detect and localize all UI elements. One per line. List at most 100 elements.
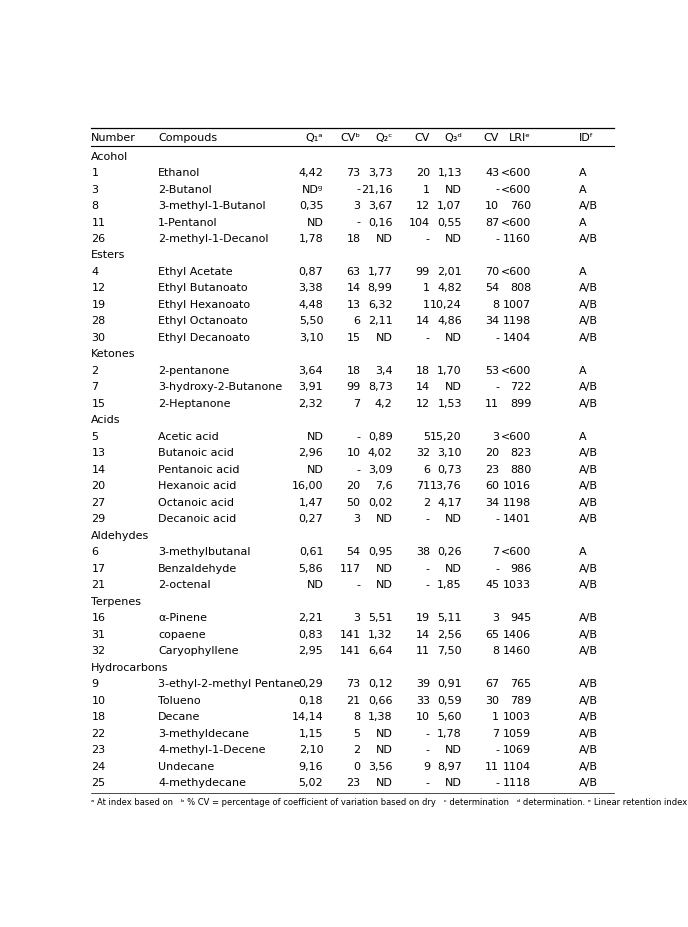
Text: -: - [495, 184, 499, 195]
Text: 11: 11 [92, 218, 105, 227]
Text: -: - [426, 234, 430, 244]
Text: 67: 67 [485, 679, 499, 690]
Text: 8,97: 8,97 [437, 762, 462, 772]
Text: Q₁ᵃ: Q₁ᵃ [305, 133, 323, 143]
Text: 15: 15 [347, 333, 361, 343]
Text: 3,10: 3,10 [438, 449, 462, 459]
Text: 21,16: 21,16 [361, 184, 393, 195]
Text: 1118: 1118 [503, 779, 531, 788]
Text: Esters: Esters [92, 250, 126, 260]
Text: Acohol: Acohol [92, 151, 129, 161]
Text: 1160: 1160 [503, 234, 531, 244]
Text: 4,17: 4,17 [437, 498, 462, 508]
Text: 27: 27 [92, 498, 105, 508]
Text: Q₂ᶜ: Q₂ᶜ [375, 133, 393, 143]
Text: 2,32: 2,32 [299, 399, 323, 409]
Text: ND: ND [445, 184, 462, 195]
Text: 2: 2 [423, 498, 430, 508]
Text: 24: 24 [92, 762, 105, 772]
Text: 3-ethyl-2-methyl Pentane: 3-ethyl-2-methyl Pentane [158, 679, 301, 690]
Text: A: A [579, 267, 587, 277]
Text: A/B: A/B [579, 234, 598, 244]
Text: -: - [495, 383, 499, 392]
Text: Benzaldehyde: Benzaldehyde [158, 564, 237, 574]
Text: A/B: A/B [579, 629, 598, 640]
Text: ND: ND [306, 432, 323, 442]
Text: 945: 945 [510, 614, 531, 623]
Text: 6: 6 [92, 547, 98, 557]
Text: ND: ND [445, 564, 462, 574]
Text: 1,47: 1,47 [299, 498, 323, 508]
Text: A/B: A/B [579, 333, 598, 343]
Text: <600: <600 [501, 366, 531, 376]
Text: 2-octenal: 2-octenal [158, 580, 211, 590]
Text: 10: 10 [416, 712, 430, 722]
Text: -: - [356, 218, 361, 227]
Text: ND: ND [376, 234, 393, 244]
Text: Pentanoic acid: Pentanoic acid [158, 465, 239, 475]
Text: A/B: A/B [579, 300, 598, 310]
Text: 20: 20 [92, 481, 105, 491]
Text: Hexanoic acid: Hexanoic acid [158, 481, 237, 491]
Text: 7: 7 [492, 729, 499, 739]
Text: -: - [426, 333, 430, 343]
Text: 22: 22 [92, 729, 105, 739]
Text: 17: 17 [92, 564, 105, 574]
Text: 1-Pentanol: 1-Pentanol [158, 218, 217, 227]
Text: A/B: A/B [579, 316, 598, 326]
Text: Butanoic acid: Butanoic acid [158, 449, 234, 459]
Text: 0,16: 0,16 [368, 218, 393, 227]
Text: A: A [579, 547, 587, 557]
Text: 28: 28 [92, 316, 105, 326]
Text: 14,14: 14,14 [292, 712, 323, 722]
Text: 986: 986 [510, 564, 531, 574]
Text: ND: ND [445, 514, 462, 525]
Text: A/B: A/B [579, 514, 598, 525]
Text: 8: 8 [354, 712, 361, 722]
Text: 1406: 1406 [503, 629, 531, 640]
Text: A/B: A/B [579, 614, 598, 623]
Text: α-Pinene: α-Pinene [158, 614, 207, 623]
Text: 4,82: 4,82 [437, 284, 462, 294]
Text: 5: 5 [354, 729, 361, 739]
Text: Ethyl Acetate: Ethyl Acetate [158, 267, 233, 277]
Text: 6: 6 [354, 316, 361, 326]
Text: 765: 765 [510, 679, 531, 690]
Text: A/B: A/B [579, 745, 598, 756]
Text: 16,00: 16,00 [292, 481, 323, 491]
Text: 1,78: 1,78 [299, 234, 323, 244]
Text: 26: 26 [92, 234, 105, 244]
Text: 23: 23 [485, 465, 499, 475]
Text: 14: 14 [347, 284, 361, 294]
Text: 0,27: 0,27 [299, 514, 323, 525]
Text: Acids: Acids [92, 415, 121, 425]
Text: CV: CV [484, 133, 499, 143]
Text: ND: ND [445, 745, 462, 756]
Text: 19: 19 [416, 614, 430, 623]
Text: 899: 899 [510, 399, 531, 409]
Text: 21: 21 [92, 580, 105, 590]
Text: 4: 4 [92, 267, 98, 277]
Text: A/B: A/B [579, 284, 598, 294]
Text: Tolueno: Tolueno [158, 696, 201, 705]
Text: 8: 8 [492, 646, 499, 656]
Text: A/B: A/B [579, 696, 598, 705]
Text: 73: 73 [347, 168, 361, 178]
Text: ND: ND [376, 745, 393, 756]
Text: 9,16: 9,16 [299, 762, 323, 772]
Text: 5,51: 5,51 [368, 614, 393, 623]
Text: 0,59: 0,59 [438, 696, 462, 705]
Text: 8,73: 8,73 [368, 383, 393, 392]
Text: 12: 12 [92, 284, 105, 294]
Text: 10,24: 10,24 [430, 300, 462, 310]
Text: ᵃ At index based on   ᵇ % CV = percentage of coefficient of variation based on d: ᵃ At index based on ᵇ % CV = percentage … [92, 798, 688, 806]
Text: <600: <600 [501, 168, 531, 178]
Text: 1198: 1198 [503, 316, 531, 326]
Text: A/B: A/B [579, 449, 598, 459]
Text: 6,64: 6,64 [368, 646, 393, 656]
Text: 39: 39 [416, 679, 430, 690]
Text: 4,42: 4,42 [299, 168, 323, 178]
Text: 3-methyl-1-Butanol: 3-methyl-1-Butanol [158, 201, 266, 211]
Text: 3,73: 3,73 [368, 168, 393, 178]
Text: A: A [579, 366, 587, 376]
